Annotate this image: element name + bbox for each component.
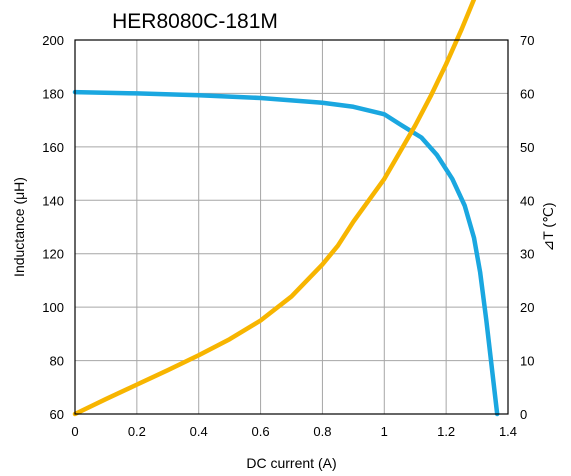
chart-title: HER8080C-181M (112, 10, 278, 33)
x-tick-label: 0.8 (313, 424, 331, 439)
x-tick-label: 1.2 (437, 424, 455, 439)
x-tick-label: 0.4 (190, 424, 208, 439)
y2-tick-label: 40 (520, 193, 534, 208)
y2-tick-label: 20 (520, 300, 534, 315)
plot-frame (74, 39, 509, 415)
series-layer (72, 0, 500, 417)
x-tick-label: 0 (71, 424, 78, 439)
y-tick-label: 80 (50, 354, 64, 369)
x-tick-label: 0.2 (128, 424, 146, 439)
x-tick-label: 1.4 (499, 424, 517, 439)
x-tick-label: 1 (381, 424, 388, 439)
grid (75, 40, 508, 414)
y2-tick-label: 70 (520, 33, 534, 48)
temperature-rise-line (72, 0, 477, 417)
x-axis-title: DC current (A) (246, 455, 336, 471)
y-tick-label: 160 (42, 140, 64, 155)
y2-tick-label: 10 (520, 354, 534, 369)
y2-tick-label: 0 (520, 407, 527, 422)
y2-tick-label: 60 (520, 86, 534, 101)
y-tick-label: 120 (42, 247, 64, 262)
ticks: 0 0.2 0.4 0.6 0.8 1 1.2 1.4 60 0 80 10 100 20 120 30 140… (42, 33, 534, 439)
y-tick-label: 60 (50, 407, 64, 422)
inductance-line (72, 89, 500, 417)
y-tick-label: 140 (42, 193, 64, 208)
y2-tick-label: 30 (520, 247, 534, 262)
y-tick-label: 100 (42, 300, 64, 315)
y-tick-label: 180 (42, 86, 64, 101)
y-tick-label: 200 (42, 33, 64, 48)
x-tick-label: 0.6 (252, 424, 270, 439)
y2-axis-title: ⊿T (℃) (540, 203, 556, 252)
y2-tick-label: 50 (520, 140, 534, 155)
y-axis-title: Inductance (μH) (11, 177, 27, 277)
